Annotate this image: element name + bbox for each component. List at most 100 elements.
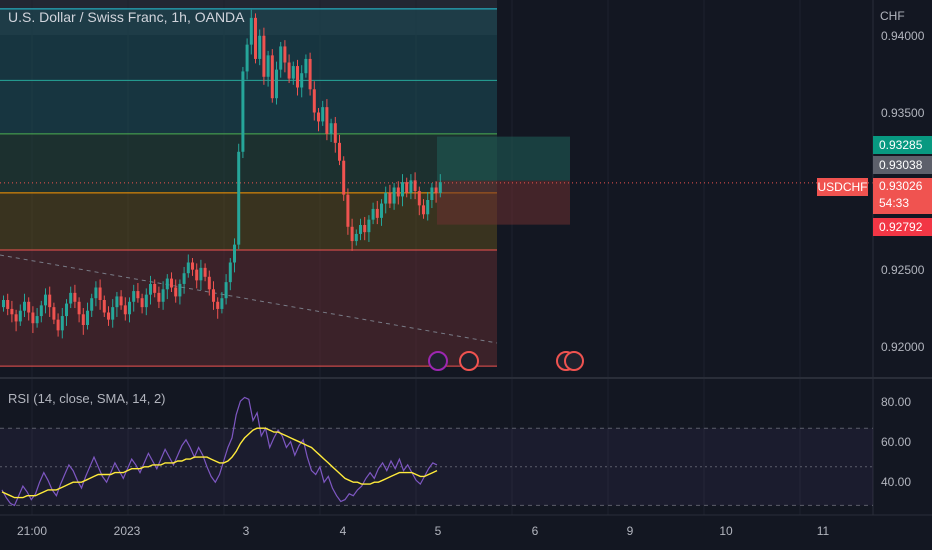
candle-body	[233, 244, 236, 263]
candle-body	[195, 269, 199, 281]
candle-body	[434, 187, 438, 193]
candle-body	[304, 58, 308, 74]
candle-body	[153, 283, 157, 293]
candle-body	[438, 182, 442, 193]
rsi-tick-label: 40.00	[881, 475, 912, 489]
candle-body	[405, 182, 409, 193]
candle-body	[140, 298, 144, 308]
position-stop-zone	[437, 180, 570, 225]
candle-body	[111, 307, 115, 320]
bar-countdown: 54:33	[879, 196, 910, 210]
candle-body	[270, 55, 274, 99]
candle-body	[275, 69, 278, 99]
candle-body	[136, 291, 140, 299]
candle-body	[401, 182, 404, 197]
candle-body	[90, 298, 94, 311]
last-price: 0.93026	[879, 179, 923, 193]
symbol-tag: USDCHF	[817, 178, 868, 196]
candle-body	[81, 314, 85, 325]
candle-body	[123, 305, 127, 315]
candle-body	[321, 107, 325, 122]
candle-body	[325, 107, 329, 134]
time-label: 6	[531, 524, 539, 538]
candle-body	[279, 46, 283, 70]
candle-body	[308, 58, 312, 90]
candle-body	[23, 301, 26, 311]
candle-body	[375, 208, 379, 218]
candle-body	[6, 300, 10, 309]
candle-body	[10, 308, 14, 315]
candle-body	[417, 191, 421, 206]
candle-body	[426, 200, 430, 215]
price-tick-label: 0.92500	[881, 263, 925, 277]
candle-body	[258, 35, 262, 59]
candle-body	[174, 287, 178, 297]
position-target-zone	[437, 136, 570, 181]
candle-body	[115, 296, 119, 308]
candle-body	[291, 66, 295, 79]
candle-body	[245, 44, 249, 72]
candle-body	[409, 180, 413, 193]
time-label: 10	[719, 524, 733, 538]
candle-body	[371, 208, 375, 220]
last-price-tag: 0.93026 54:33	[873, 178, 932, 214]
candle-body	[182, 273, 186, 284]
candle-body	[144, 294, 148, 308]
candle-body	[39, 305, 43, 317]
rsi-tick-label: 60.00	[881, 435, 912, 449]
lightning-icon	[428, 351, 448, 371]
candle-body	[300, 73, 304, 88]
candle-body	[56, 319, 60, 331]
candle-body	[170, 278, 173, 288]
candle-body	[338, 142, 341, 161]
candle-body	[69, 292, 73, 304]
time-label: 4	[339, 524, 347, 538]
stop-price-tag: 0.92792	[873, 218, 932, 236]
candle-body	[312, 89, 316, 113]
candle-body	[212, 289, 215, 302]
candle-body	[157, 292, 161, 302]
time-label: 5	[434, 524, 442, 538]
time-label: 3	[242, 524, 250, 538]
candle-body	[98, 287, 102, 300]
candle-body	[224, 282, 228, 299]
chart-title: U.S. Dollar / Swiss Franc, 1h, OANDA	[8, 9, 245, 25]
candle-body	[27, 301, 31, 313]
candle-body	[77, 301, 81, 315]
candle-body	[296, 66, 299, 88]
candle-body	[203, 267, 207, 277]
time-label: 2023	[113, 524, 141, 538]
fib-zone	[0, 80, 497, 134]
candle-body	[132, 291, 136, 302]
candle-body	[191, 262, 194, 270]
price-tick-label: 0.93500	[881, 106, 925, 120]
candle-body	[14, 314, 18, 322]
candle-body	[35, 316, 39, 324]
price-tick-label: 0.92000	[881, 340, 925, 354]
candle-body	[384, 192, 388, 204]
candle-body	[430, 187, 434, 200]
candle-body	[266, 55, 270, 77]
price-tick-label: 0.94000	[881, 29, 925, 43]
candle-body	[346, 194, 350, 227]
rsi-sma-line	[1, 427, 438, 499]
candle-body	[333, 123, 337, 143]
time-label: 11	[816, 524, 830, 538]
rsi-tick-label: 80.00	[881, 395, 912, 409]
candle-body	[18, 310, 22, 322]
candle-body	[422, 205, 425, 215]
candle-body	[186, 262, 190, 274]
candle-body	[220, 298, 224, 309]
time-label: 21:00	[16, 524, 48, 538]
fib-zone	[0, 192, 497, 250]
entry-price-tag: 0.93038	[873, 156, 932, 174]
candle-body	[350, 226, 354, 242]
candle-body	[354, 233, 358, 242]
candle-body	[342, 160, 346, 195]
candle-body	[60, 316, 64, 331]
fib-zone	[0, 133, 497, 193]
candle-body	[48, 294, 52, 308]
candle-body	[283, 46, 287, 63]
